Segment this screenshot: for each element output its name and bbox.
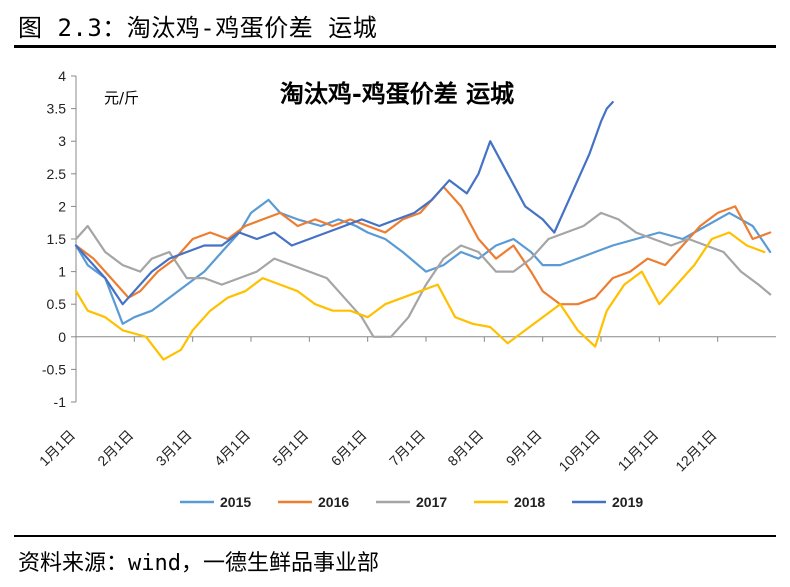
y-tick-label: 1 [58,264,66,280]
legend-label-2018: 2018 [514,494,545,510]
legend-label-2016: 2016 [318,494,349,510]
x-tick-label: 9月1日 [503,427,545,469]
x-tick-label: 7月1日 [386,427,428,469]
y-axis-ticks: 4 3.5 3 2.5 2 1.5 1 0.5 0 -0.5 -1 [42,68,77,410]
x-tick-label: 2月1日 [94,427,136,469]
legend-label-2017: 2017 [416,494,447,510]
y-tick-label: 2.5 [47,166,67,182]
source-rule [14,535,776,537]
legend-label-2019: 2019 [612,494,643,510]
spread-line-chart: 4 3.5 3 2.5 2 1.5 1 0.5 0 -0.5 -1 1月1日 2月1日 3月1日 4月1日… [36,68,776,510]
x-tick-label: 4月1日 [211,427,253,469]
chart-title: 淘汰鸡-鸡蛋价差 运城 [280,79,514,108]
caption-rule [14,45,776,48]
x-axis-ticks: 1月1日 2月1日 3月1日 4月1日 5月1日 6月1日 7月1日 8月1日 9月1日 10月1… [36,336,776,475]
chart-series [74,100,772,361]
x-tick-label: 10月1日 [555,427,603,475]
y-tick-label: -1 [54,394,67,410]
y-tick-label: 0.5 [47,296,67,312]
x-tick-label: 11月1日 [615,427,662,474]
series-line-2018 [74,231,766,361]
y-tick-label: 4 [58,68,66,84]
y-axis-unit-label: 元/斤 [104,89,139,107]
series-line-2015 [74,198,772,325]
x-tick-label: 6月1日 [328,427,370,469]
x-tick-label: 3月1日 [153,427,195,469]
y-tick-label: 1.5 [47,231,67,247]
x-tick-label: 8月1日 [444,427,486,469]
y-tick-label: 3 [58,133,66,149]
y-tick-label: 3.5 [47,101,67,117]
x-tick-label: 1月1日 [36,427,78,469]
y-tick-label: -0.5 [42,361,66,377]
series-line-2016 [74,185,772,306]
legend-label-2015: 2015 [220,494,251,510]
series-line-2019 [74,100,614,306]
y-tick-label: 2 [58,198,66,214]
x-tick-label: 12月1日 [672,427,720,475]
figure-caption: 图 2.3：淘汰鸡-鸡蛋价差 运城 [18,14,378,42]
source-note: 资料来源：wind，一德生鲜品事业部 [18,551,379,576]
y-tick-label: 0 [58,329,66,345]
x-tick-label: 5月1日 [269,427,311,469]
series-line-2017 [74,211,772,338]
chart-legend: 2015 2016 2017 2018 2019 [180,494,643,510]
